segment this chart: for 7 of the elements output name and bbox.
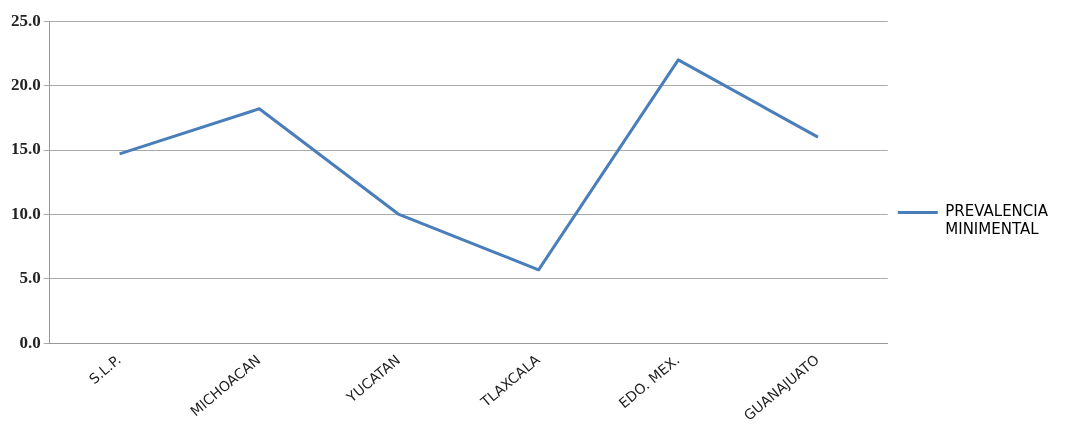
- y-tick-label: 0.0: [19, 332, 41, 352]
- y-tick-label: 5.0: [19, 268, 41, 288]
- y-tick-label: 10.0: [11, 203, 41, 223]
- y-tick-label: 15.0: [11, 139, 41, 159]
- y-tick-label: 25.0: [11, 10, 41, 30]
- y-tick-label: 20.0: [11, 75, 41, 94]
- legend-label: PREVALENCIA MINIMENTAL: [945, 202, 1049, 239]
